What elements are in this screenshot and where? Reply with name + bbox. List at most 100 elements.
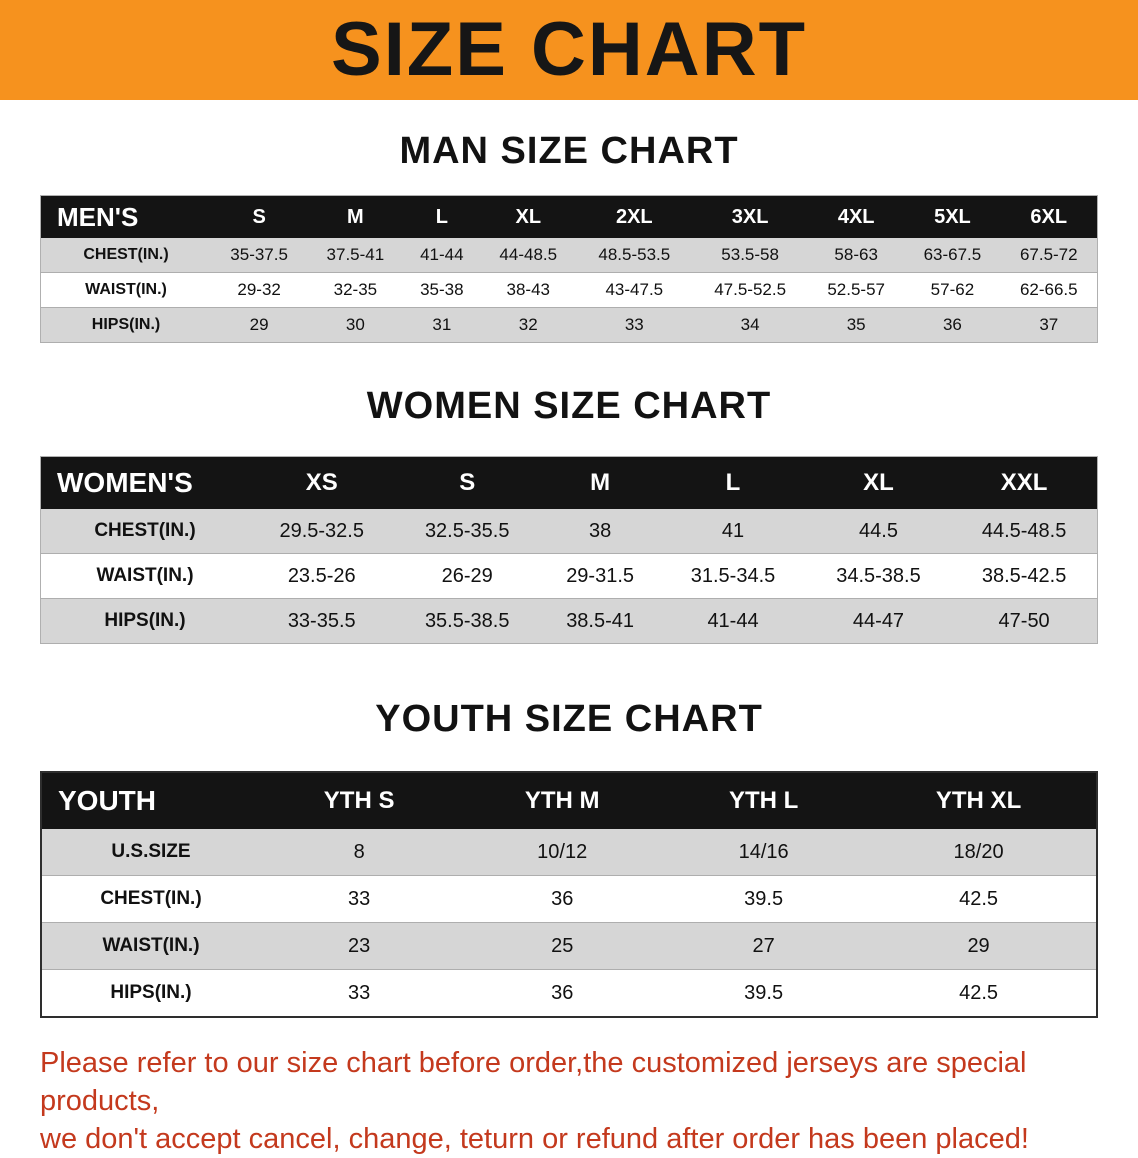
size-value-cell: 29 bbox=[249, 315, 269, 334]
size-value-cell: 44.5-48.5 bbox=[981, 519, 1067, 542]
banner: SIZE CHART bbox=[0, 0, 1138, 100]
size-value-cell: 23 bbox=[348, 934, 371, 957]
women-hips-row: HIPS(IN.) 33-35.5 35.5-38.5 38.5-41 41-4… bbox=[40, 598, 1098, 644]
size-value-cell: 38 bbox=[588, 519, 612, 542]
row-label: WAIST(IN.) bbox=[96, 565, 194, 586]
size-value-cell: 44.5 bbox=[859, 519, 898, 542]
row-label: CHEST(IN.) bbox=[94, 520, 196, 541]
size-value-cell: 39.5 bbox=[744, 981, 784, 1004]
youth-chest-row: CHEST(IN.) 33 36 39.5 42.5 bbox=[41, 875, 1097, 923]
size-header-cell: YTH M bbox=[524, 787, 600, 814]
size-value-cell: 44-47 bbox=[852, 609, 905, 632]
row-label: CHEST(IN.) bbox=[83, 246, 169, 263]
youth-section: YOUTH SIZE CHART YOUTH YTH S YTH M YTH L… bbox=[0, 698, 1138, 1018]
size-value-cell: 58-63 bbox=[834, 245, 878, 264]
size-value-cell: 62-66.5 bbox=[1019, 280, 1078, 299]
size-header-cell: L bbox=[725, 469, 741, 496]
men-section: MAN SIZE CHART MEN'S S M L XL 2XL 3XL 4X… bbox=[0, 130, 1138, 343]
size-value-cell: 37.5-41 bbox=[326, 245, 385, 264]
youth-size-table: YOUTH YTH S YTH M YTH L YTH XL U.S.SIZE … bbox=[40, 771, 1098, 1018]
size-value-cell: 34 bbox=[740, 315, 760, 334]
size-value-cell: 26-29 bbox=[441, 564, 493, 587]
size-value-cell: 41 bbox=[721, 519, 745, 542]
size-value-cell: 29 bbox=[967, 934, 990, 957]
size-value-cell: 33 bbox=[348, 887, 371, 910]
size-value-cell: 10/12 bbox=[537, 840, 588, 863]
size-value-cell: 35 bbox=[846, 315, 866, 334]
size-value-cell: 32-35 bbox=[333, 280, 378, 299]
size-value-cell: 41-44 bbox=[420, 245, 464, 264]
size-value-cell: 47.5-52.5 bbox=[714, 280, 787, 299]
row-label: WAIST(IN.) bbox=[102, 935, 200, 956]
row-label: U.S.SIZE bbox=[111, 841, 191, 862]
size-value-cell: 33 bbox=[348, 981, 371, 1004]
size-value-cell: 38.5-42.5 bbox=[981, 564, 1067, 587]
size-value-cell: 57-62 bbox=[930, 280, 975, 299]
size-value-cell: 38.5-41 bbox=[566, 609, 635, 632]
order-notice: Please refer to our size chart before or… bbox=[40, 1044, 1098, 1158]
size-header-cell: 6XL bbox=[1030, 205, 1068, 228]
size-value-cell: 33 bbox=[624, 315, 644, 334]
men-table-title-cell: MEN'S bbox=[57, 201, 139, 232]
size-value-cell: 36 bbox=[551, 887, 574, 910]
size-value-cell: 63-67.5 bbox=[923, 245, 982, 264]
size-value-cell: 42.5 bbox=[959, 887, 999, 910]
size-header-cell: S bbox=[252, 205, 266, 228]
size-value-cell: 43-47.5 bbox=[605, 280, 664, 299]
size-value-cell: 52.5-57 bbox=[827, 280, 885, 299]
size-value-cell: 37 bbox=[1039, 315, 1059, 334]
men-chest-row: CHEST(IN.) 35-37.5 37.5-41 41-44 44-48.5… bbox=[40, 238, 1098, 273]
size-value-cell: 47-50 bbox=[998, 609, 1050, 632]
size-value-cell: 35-38 bbox=[420, 280, 464, 299]
size-value-cell: 53.5-58 bbox=[721, 245, 779, 264]
women-size-table: WOMEN'S XS S M L XL XXL CHEST(IN.) 29.5-… bbox=[40, 456, 1098, 644]
size-value-cell: 42.5 bbox=[959, 981, 999, 1004]
youth-header-row: YOUTH YTH S YTH M YTH L YTH XL bbox=[41, 772, 1097, 829]
women-header-row: WOMEN'S XS S M L XL XXL bbox=[40, 456, 1098, 509]
size-value-cell: 27 bbox=[752, 934, 775, 957]
size-value-cell: 29-32 bbox=[237, 280, 281, 299]
men-waist-row: WAIST(IN.) 29-32 32-35 35-38 38-43 43-47… bbox=[40, 272, 1098, 308]
size-value-cell: 38-43 bbox=[506, 280, 550, 299]
men-section-heading: MAN SIZE CHART bbox=[399, 130, 739, 172]
size-value-cell: 14/16 bbox=[738, 840, 789, 863]
size-value-cell: 35.5-38.5 bbox=[424, 609, 510, 632]
size-header-cell: S bbox=[459, 469, 476, 496]
women-chest-row: CHEST(IN.) 29.5-32.5 32.5-35.5 38 41 44.… bbox=[40, 509, 1098, 554]
notice-line-2: we don't accept cancel, change, teturn o… bbox=[40, 1123, 1029, 1155]
size-value-cell: 31.5-34.5 bbox=[690, 564, 776, 587]
size-header-cell: M bbox=[347, 205, 364, 228]
notice-line-1: Please refer to our size chart before or… bbox=[40, 1047, 1027, 1117]
size-header-cell: YTH S bbox=[323, 787, 395, 814]
size-header-cell: YTH L bbox=[728, 787, 799, 814]
size-value-cell: 31 bbox=[432, 315, 452, 334]
size-header-cell: 5XL bbox=[934, 205, 971, 228]
size-header-cell: 3XL bbox=[731, 205, 769, 228]
size-header-cell: 4XL bbox=[837, 205, 875, 228]
row-label: CHEST(IN.) bbox=[100, 888, 202, 909]
row-label: WAIST(IN.) bbox=[85, 281, 167, 298]
size-header-cell: XL bbox=[863, 469, 894, 496]
size-header-cell: YTH XL bbox=[935, 787, 1022, 814]
size-header-cell: L bbox=[435, 205, 448, 228]
size-header-cell: XS bbox=[305, 469, 338, 496]
men-size-table: MEN'S S M L XL 2XL 3XL 4XL 5XL 6XL CHEST… bbox=[40, 195, 1098, 343]
row-label: HIPS(IN.) bbox=[91, 316, 161, 333]
size-value-cell: 39.5 bbox=[744, 887, 784, 910]
page-title: SIZE CHART bbox=[331, 7, 807, 92]
size-header-cell: 2XL bbox=[615, 205, 653, 228]
men-header-row: MEN'S S M L XL 2XL 3XL 4XL 5XL 6XL bbox=[40, 195, 1098, 238]
size-value-cell: 25 bbox=[551, 934, 574, 957]
size-value-cell: 29-31.5 bbox=[566, 564, 635, 587]
size-value-cell: 35-37.5 bbox=[230, 245, 288, 264]
size-value-cell: 36 bbox=[551, 981, 574, 1004]
row-label: HIPS(IN.) bbox=[104, 610, 186, 631]
size-value-cell: 44-48.5 bbox=[499, 245, 558, 264]
women-section-heading: WOMEN SIZE CHART bbox=[366, 385, 772, 427]
size-value-cell: 8 bbox=[353, 840, 365, 863]
size-value-cell: 30 bbox=[345, 315, 365, 334]
youth-section-heading: YOUTH SIZE CHART bbox=[375, 698, 763, 740]
youth-waist-row: WAIST(IN.) 23 25 27 29 bbox=[41, 922, 1097, 970]
women-section: WOMEN SIZE CHART WOMEN'S XS S M L XL XXL… bbox=[0, 385, 1138, 644]
